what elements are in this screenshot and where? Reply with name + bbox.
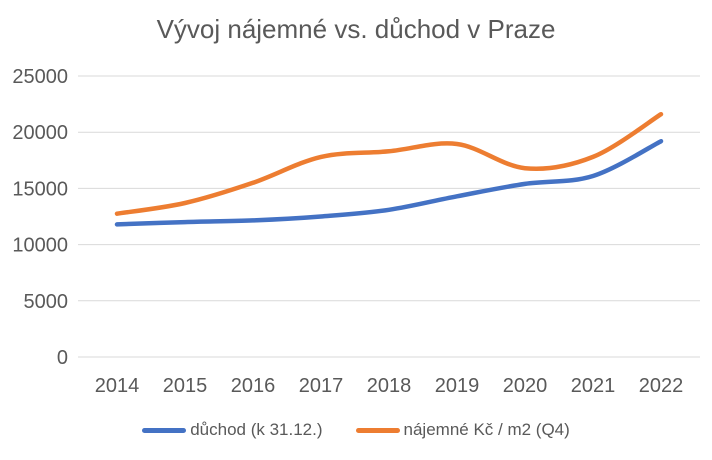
y-axis-tick-label: 5000 [24, 291, 69, 313]
x-axis-label: 2014 [95, 375, 140, 397]
x-axis-label: 2017 [299, 375, 344, 397]
x-axis-label: 2018 [367, 375, 412, 397]
legend-label: nájemné Kč / m2 (Q4) [403, 420, 570, 439]
x-axis-label: 2020 [503, 375, 548, 397]
x-axis-label: 2021 [571, 375, 616, 397]
legend-item-0: důchod (k 31.12.) [142, 420, 323, 440]
legend-swatch [355, 427, 400, 433]
chart-title: Vývoj nájemné vs. důchod v Praze [156, 14, 556, 44]
series-line-1 [114, 111, 664, 216]
x-axis-label: 2015 [163, 375, 208, 397]
x-axis-label: 2022 [639, 375, 684, 397]
y-axis-tick-label: 25000 [12, 66, 68, 88]
x-axis-label: 2019 [435, 375, 480, 397]
y-axis-tick-label: 10000 [12, 235, 68, 257]
y-axis-tick-label: 15000 [12, 178, 68, 200]
legend: důchod (k 31.12.) nájemné Kč / m2 (Q4) [0, 415, 712, 445]
series-line-0 [114, 138, 664, 227]
y-axis-tick-label: 20000 [12, 122, 68, 144]
y-axis-tick-label: 0 [57, 347, 68, 369]
legend-label: důchod (k 31.12.) [190, 420, 323, 439]
legend-swatch [142, 427, 187, 433]
x-axis-label: 2016 [231, 375, 276, 397]
legend-item-1: nájemné Kč / m2 (Q4) [355, 420, 570, 440]
